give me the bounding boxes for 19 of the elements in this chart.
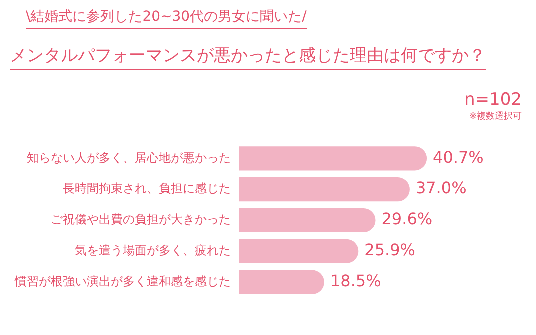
bar bbox=[239, 270, 324, 294]
data-label: 37.0% bbox=[416, 178, 467, 198]
bar bbox=[239, 178, 410, 202]
bar bbox=[239, 146, 428, 171]
y-tick-label: 長時間拘束され、負担に感じた bbox=[63, 182, 231, 196]
data-label: 29.6% bbox=[382, 210, 433, 229]
data-label: 18.5% bbox=[330, 271, 382, 290]
text: n=102 bbox=[464, 90, 522, 110]
text: ※複数選択可 bbox=[469, 110, 522, 123]
chart-title: メンタルパフォーマンスが悪かったと感じた理由は何ですか？ bbox=[10, 44, 486, 70]
y-tick-label: 気を遣う場面が多く、疲れた bbox=[75, 244, 231, 258]
bar bbox=[239, 208, 376, 233]
y-tick-label: 知らない人が多く、居心地が悪かった bbox=[27, 150, 231, 165]
data-label: 25.9% bbox=[364, 240, 416, 260]
data-label: 40.7% bbox=[433, 148, 484, 167]
bar bbox=[239, 239, 359, 264]
y-tick-label: ご祝儀や出費の負担が大きかった bbox=[51, 212, 231, 227]
y-tick-label: 慣習が根強い演出が多く違和感を感じた bbox=[14, 274, 231, 288]
chart-subtitle: \結婚式に参列した20~30代の男女に聞いた/ bbox=[26, 8, 307, 29]
